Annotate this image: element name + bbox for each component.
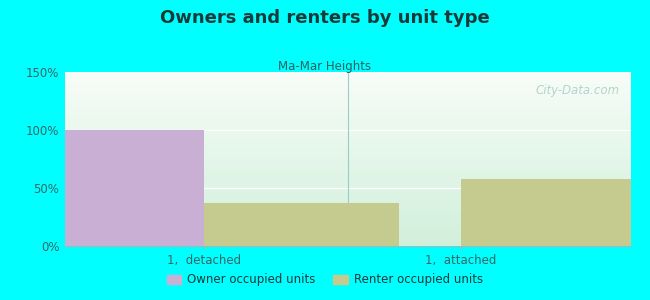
Bar	[461, 179, 650, 246]
Bar	[8, 130, 204, 246]
Text: Owners and renters by unit type: Owners and renters by unit type	[160, 9, 490, 27]
Bar	[204, 203, 399, 246]
Legend: Owner occupied units, Renter occupied units: Owner occupied units, Renter occupied un…	[162, 269, 488, 291]
Text: Ma-Mar Heights: Ma-Mar Heights	[278, 60, 372, 73]
Text: City-Data.com: City-Data.com	[535, 84, 619, 97]
